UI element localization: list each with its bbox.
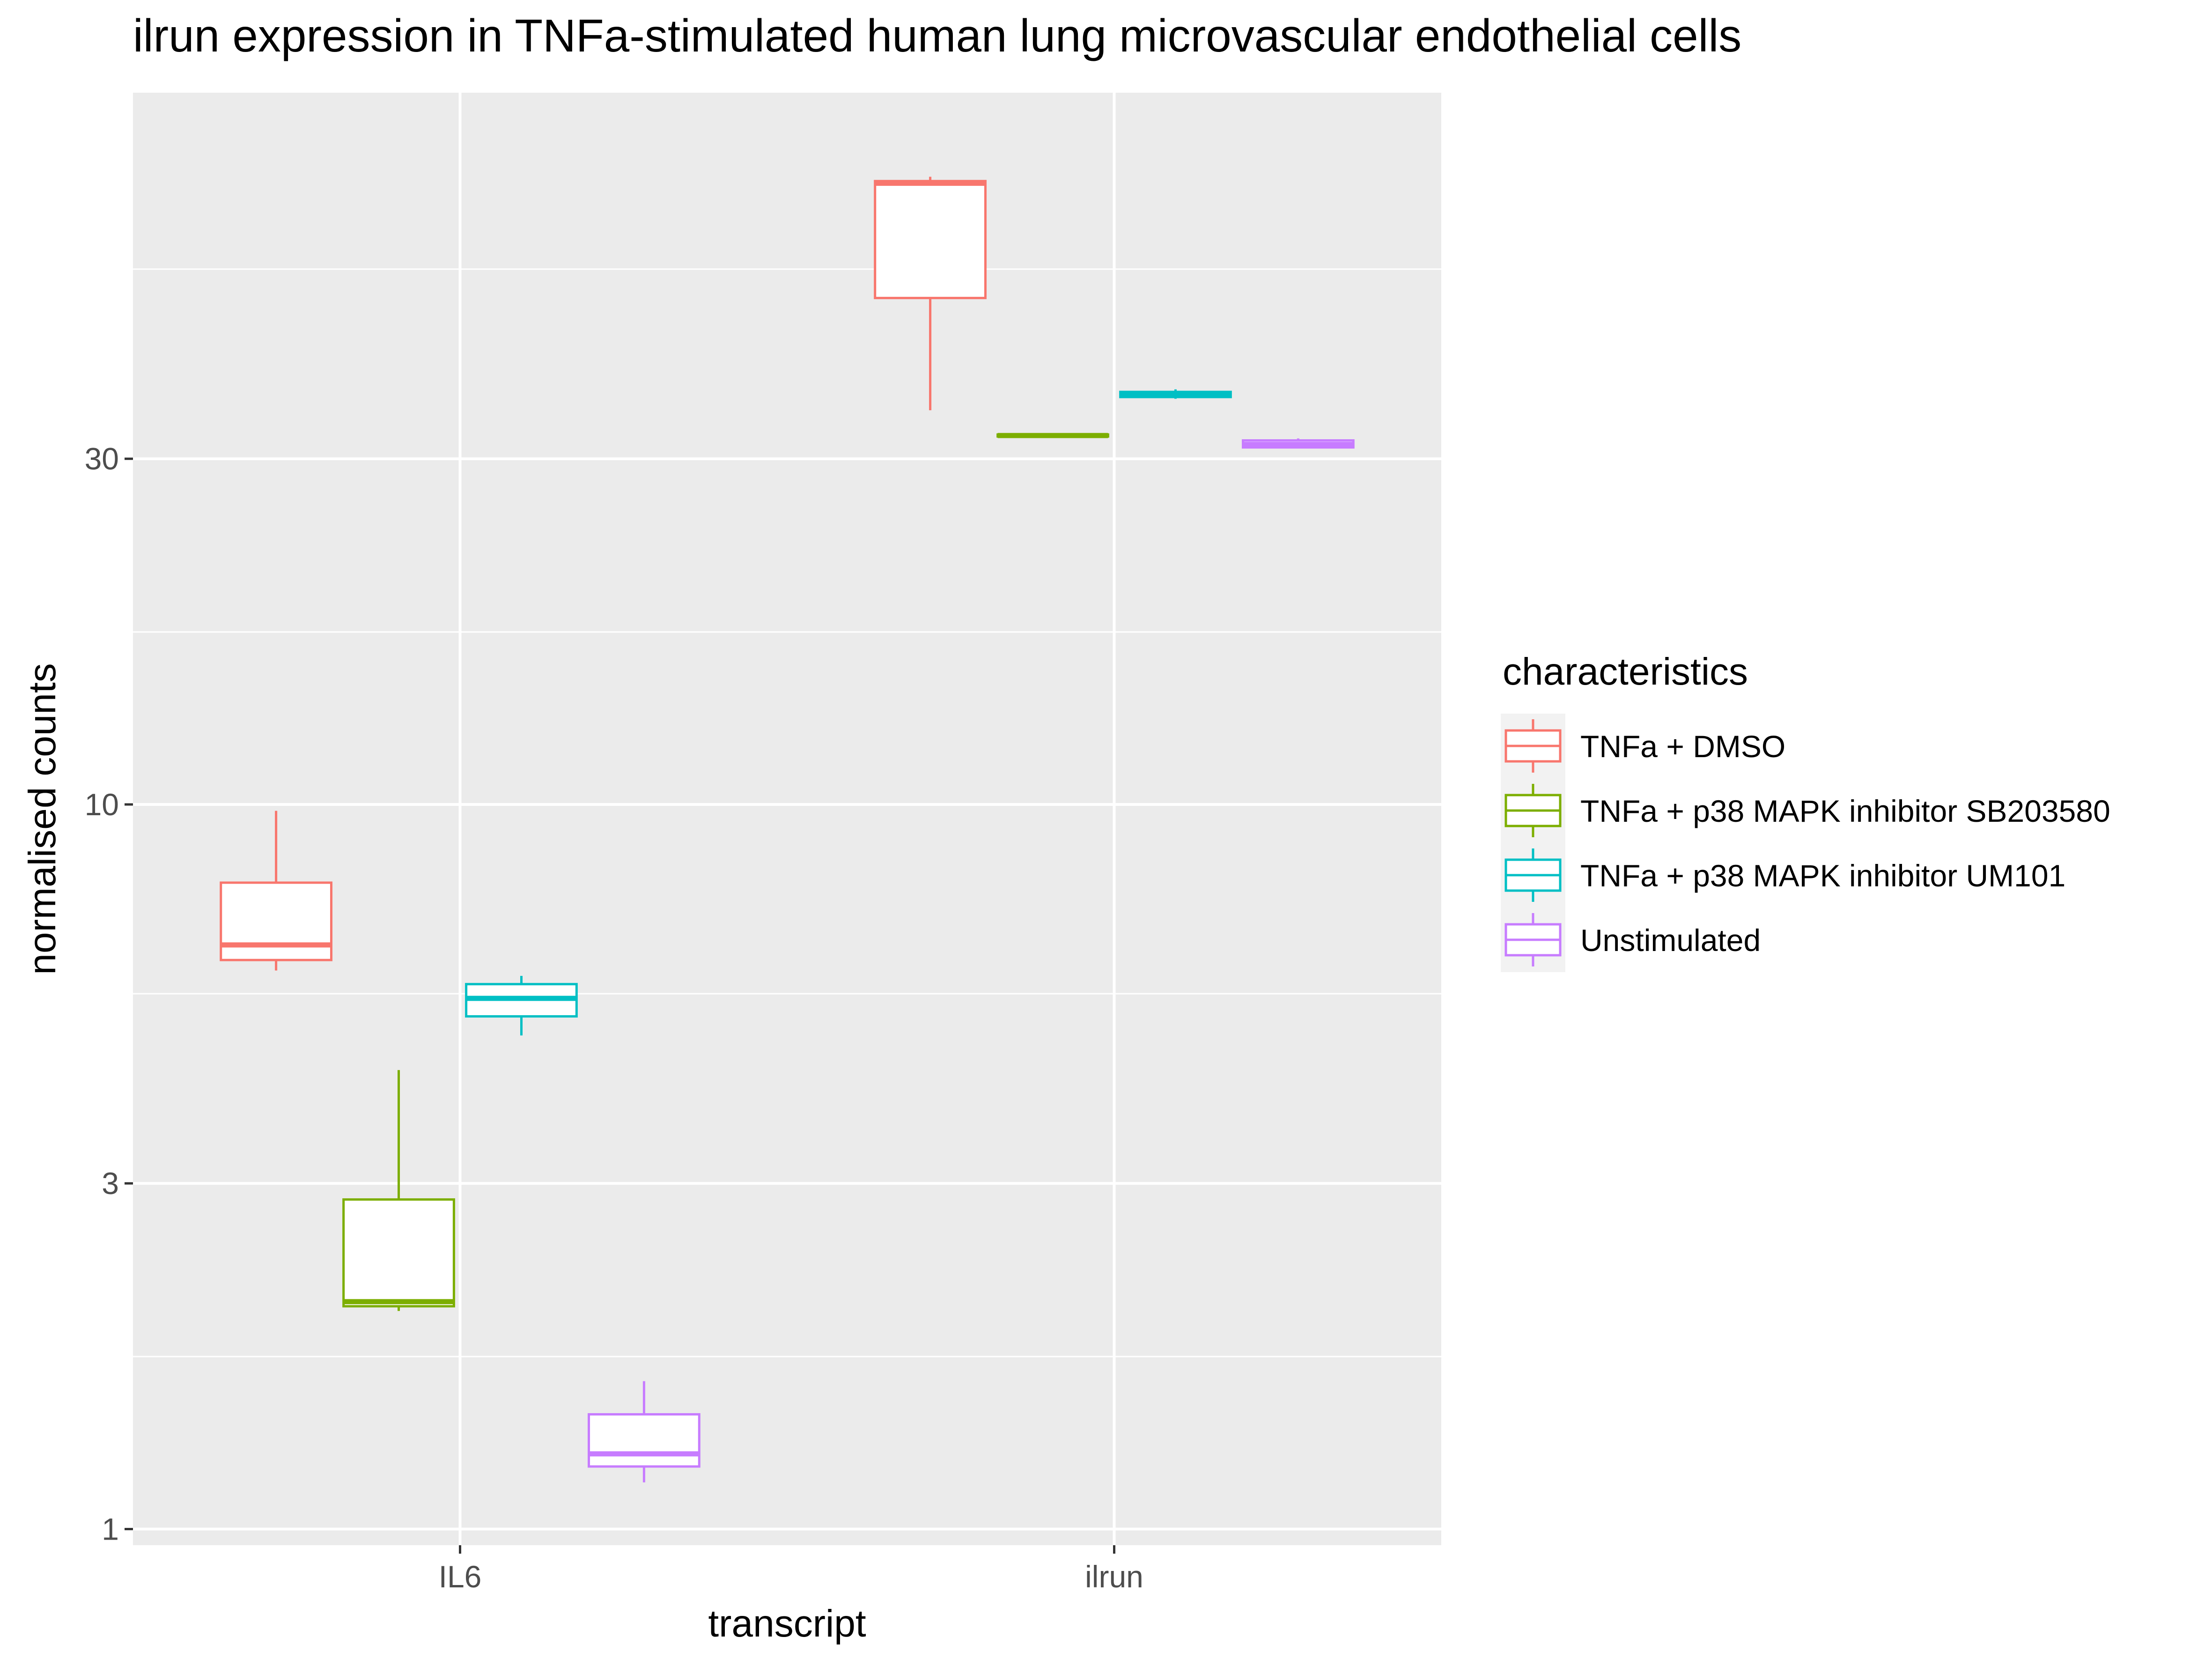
x-axis: IL6 ilrun (439, 1545, 1143, 1594)
box-tnfa-p38-mapk-inhibitor-um101-ilrun (1119, 389, 1232, 399)
y-axis: 1 3 10 30 (85, 442, 133, 1547)
boxes (220, 177, 1355, 1482)
box-tnfa-p38-mapk-inhibitor-sb203580-il6 (342, 1070, 455, 1311)
box-unstimulated-il6 (588, 1381, 700, 1482)
chart-title: ilrun expression in TNFa-stimulated huma… (133, 10, 1741, 61)
minor-grid-lines (133, 268, 1441, 1357)
box-tnfa-dmso-il6 (220, 811, 332, 971)
legend-label-1: TNFa + p38 MAPK inhibitor SB203580 (1580, 794, 2110, 828)
legend-item-1: TNFa + p38 MAPK inhibitor SB203580 (1501, 778, 2110, 843)
y-tick-label-0: 1 (102, 1512, 119, 1547)
x-tick-label-0: IL6 (439, 1559, 482, 1594)
legend-title: characteristics (1503, 650, 1748, 693)
legend-item-2: TNFa + p38 MAPK inhibitor UM101 (1501, 843, 2065, 907)
legend-label-3: Unstimulated (1580, 923, 1761, 958)
legend-label-2: TNFa + p38 MAPK inhibitor UM101 (1580, 858, 2065, 893)
y-tick-label-1: 3 (102, 1166, 119, 1201)
y-axis-label: normalised counts (21, 663, 64, 974)
box-body (342, 1198, 455, 1308)
legend: characteristics TNFa + DMSO TNFa + p38 MA… (1501, 650, 2110, 972)
legend-item-0: TNFa + DMSO (1501, 714, 1785, 778)
box-tnfa-p38-mapk-inhibitor-sb203580-ilrun (996, 433, 1109, 438)
legend-items: TNFa + DMSO TNFa + p38 MAPK inhibitor SB2… (1501, 714, 2110, 972)
y-tick-label-3: 30 (85, 442, 119, 476)
box-tnfa-dmso-ilrun (874, 177, 987, 411)
legend-item-3: Unstimulated (1501, 907, 1761, 972)
box-unstimulated-ilrun (1242, 438, 1355, 449)
x-axis-label: transcript (708, 1602, 866, 1645)
x-tick-label-1: ilrun (1085, 1559, 1143, 1594)
box-body (588, 1413, 700, 1468)
box-tnfa-p38-mapk-inhibitor-um101-il6 (465, 976, 578, 1036)
major-grid-lines (133, 93, 1441, 1545)
legend-label-0: TNFa + DMSO (1580, 729, 1785, 764)
plot-panel (133, 93, 1441, 1545)
box-body (874, 180, 987, 299)
box-body (220, 881, 332, 961)
y-tick-label-2: 10 (85, 787, 119, 822)
